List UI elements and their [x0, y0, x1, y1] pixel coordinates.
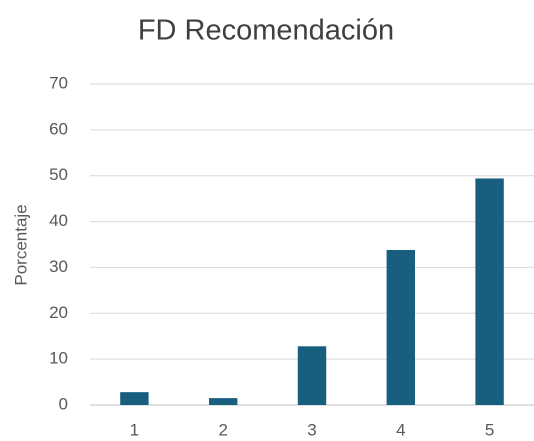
x-tick-label: 2: [218, 420, 227, 439]
x-tick-label: 3: [307, 420, 316, 439]
bar: [386, 250, 416, 405]
bar: [120, 392, 149, 405]
y-tick-label: 10: [49, 349, 68, 368]
bar: [208, 398, 238, 405]
y-tick-label: 70: [49, 73, 68, 92]
y-tick-label: 50: [49, 165, 68, 184]
chart-title: FD Recomendación: [138, 15, 394, 47]
bar: [297, 346, 327, 405]
y-axis-label: Porcentaje: [11, 204, 30, 285]
y-tick-label: 30: [49, 257, 68, 276]
x-tick-label: 5: [485, 420, 494, 439]
y-tick-label: 20: [49, 303, 68, 322]
x-tick-label: 4: [396, 420, 405, 439]
x-tick-label: 1: [130, 420, 139, 439]
y-tick-label: 40: [49, 211, 68, 230]
y-tick-label: 60: [49, 119, 68, 138]
bar: [475, 178, 504, 405]
y-tick-label: 0: [59, 394, 68, 413]
